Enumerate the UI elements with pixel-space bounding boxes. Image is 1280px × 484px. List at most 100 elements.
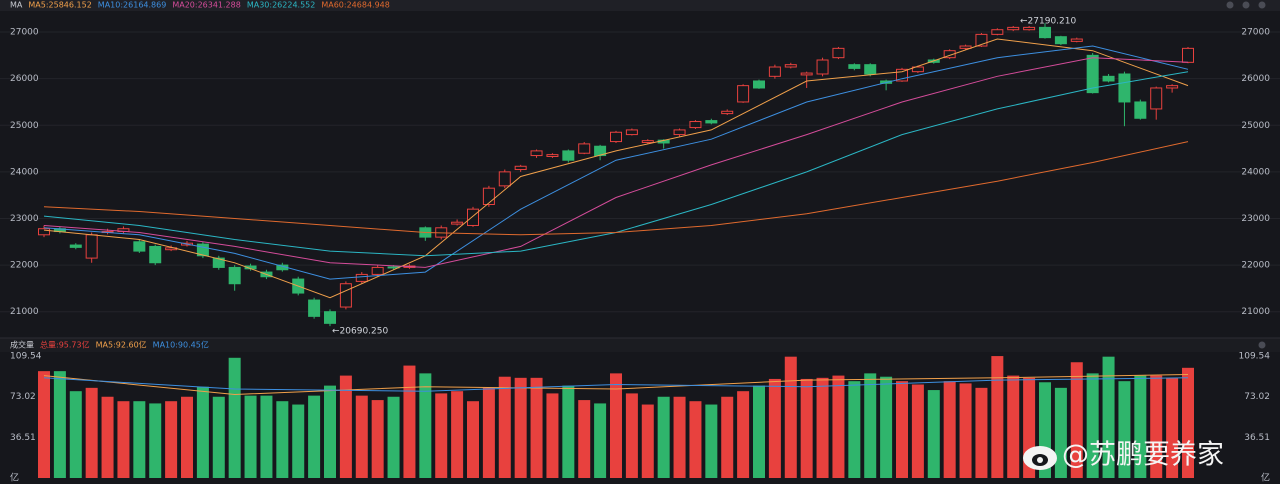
candle-body (816, 59, 829, 75)
volume-bar (212, 396, 225, 478)
volume-bar (673, 396, 686, 478)
volume-bar (641, 404, 654, 478)
volume-bar (498, 376, 511, 478)
volume-bar (689, 401, 702, 478)
volume-bar (419, 373, 432, 478)
volume-bar (85, 387, 98, 478)
control-button[interactable] (1258, 1, 1266, 9)
candle-body (1070, 38, 1083, 42)
ma-line (43, 57, 1189, 268)
candle-body (546, 154, 559, 157)
candle-body (1118, 73, 1131, 103)
volume-bar (165, 401, 178, 478)
window-controls[interactable] (1226, 1, 1266, 349)
weibo-logo (1023, 446, 1057, 470)
candle-body (228, 266, 241, 285)
watermark: @苏鹏要养家 (1062, 440, 1224, 471)
volume-bar (1166, 377, 1179, 478)
candle-body (753, 80, 765, 89)
volume-bar (387, 396, 400, 478)
candle-body (991, 29, 1004, 35)
volume-bar (355, 395, 368, 478)
panel-title: 成交量 (10, 340, 34, 350)
volume-bar (1102, 356, 1115, 478)
y-tick-label: 亿 (10, 472, 19, 484)
volume-bar (260, 395, 273, 478)
y-tick-label: 25000 (10, 121, 39, 131)
volume-bar (228, 357, 241, 478)
volume-bar (610, 373, 622, 478)
ma-line (43, 141, 1189, 236)
volume-bar (1054, 387, 1067, 478)
volume-bar (546, 393, 559, 478)
volume-bar (657, 396, 670, 478)
candle-body (514, 165, 527, 171)
y-tick-label: 21000 (10, 307, 39, 317)
candle-body (578, 143, 591, 154)
candle-body (308, 299, 321, 317)
candle-body (975, 33, 988, 47)
volume-bar (927, 390, 940, 478)
y-tick-label-right: 27000 (1241, 28, 1270, 38)
volume-bar (482, 387, 495, 478)
candle-body (959, 45, 972, 49)
control-button[interactable] (1258, 341, 1266, 349)
volume-bar (101, 396, 114, 478)
volume-bar (244, 395, 257, 478)
candle-body (324, 311, 336, 324)
candle-body (1166, 85, 1179, 89)
y-tick-label-right: 73.02 (1244, 392, 1270, 402)
legend-entry: MA20:26341.288 (172, 1, 241, 10)
candle-body (832, 47, 845, 59)
candle-body (768, 66, 781, 77)
legend-entry: MA5:92.60亿 (96, 340, 147, 350)
panel-subtitle: 总量:95.73亿 (40, 340, 90, 350)
volume-bar (800, 378, 813, 478)
volume-bar (594, 403, 607, 478)
volume-bar (959, 383, 972, 478)
y-tick-label-right: 26000 (1241, 74, 1270, 84)
candle-body (149, 245, 162, 264)
candle-body (911, 66, 924, 73)
candle-body (371, 266, 384, 275)
volume-bar (1070, 362, 1083, 478)
volume-bar (911, 384, 924, 478)
y-tick-label: 22000 (10, 261, 39, 271)
volume-bar (705, 404, 718, 478)
volume-bar (196, 386, 209, 478)
volume-bar (784, 356, 797, 478)
control-button[interactable] (1226, 1, 1234, 9)
candle-body (196, 243, 209, 257)
volume-bar (1134, 375, 1147, 478)
ma-line (43, 374, 1189, 396)
volume-bar (1086, 373, 1099, 478)
volume-bar (1007, 375, 1020, 478)
candle-body (1102, 75, 1115, 82)
volume-bar (578, 400, 591, 478)
y-tick-label-right: 21000 (1241, 307, 1270, 317)
volume-bar (276, 401, 289, 478)
volume-bar (721, 396, 734, 478)
candle-body (641, 140, 654, 144)
volume-bar (324, 385, 336, 478)
candle-body (864, 64, 877, 75)
volume-bar (832, 375, 845, 478)
y-tick-label-right: 22000 (1241, 261, 1270, 271)
volume-bar (339, 375, 352, 478)
y-tick-label-right: 109.54 (1239, 352, 1271, 362)
volume-header-bar (0, 338, 1280, 352)
ma-line (43, 71, 1189, 257)
volume-bar (975, 387, 988, 478)
y-tick-label: 26000 (10, 74, 39, 84)
control-button[interactable] (1242, 1, 1250, 9)
volume-bar (292, 404, 305, 478)
volume-bar (864, 373, 877, 478)
candle-body (943, 50, 956, 59)
panel-title: MA (10, 1, 23, 10)
volume-bar (435, 393, 448, 478)
volume-bar (1150, 375, 1163, 478)
candle-body (625, 129, 638, 136)
volume-bar (403, 365, 416, 478)
volume-bar (880, 376, 893, 478)
